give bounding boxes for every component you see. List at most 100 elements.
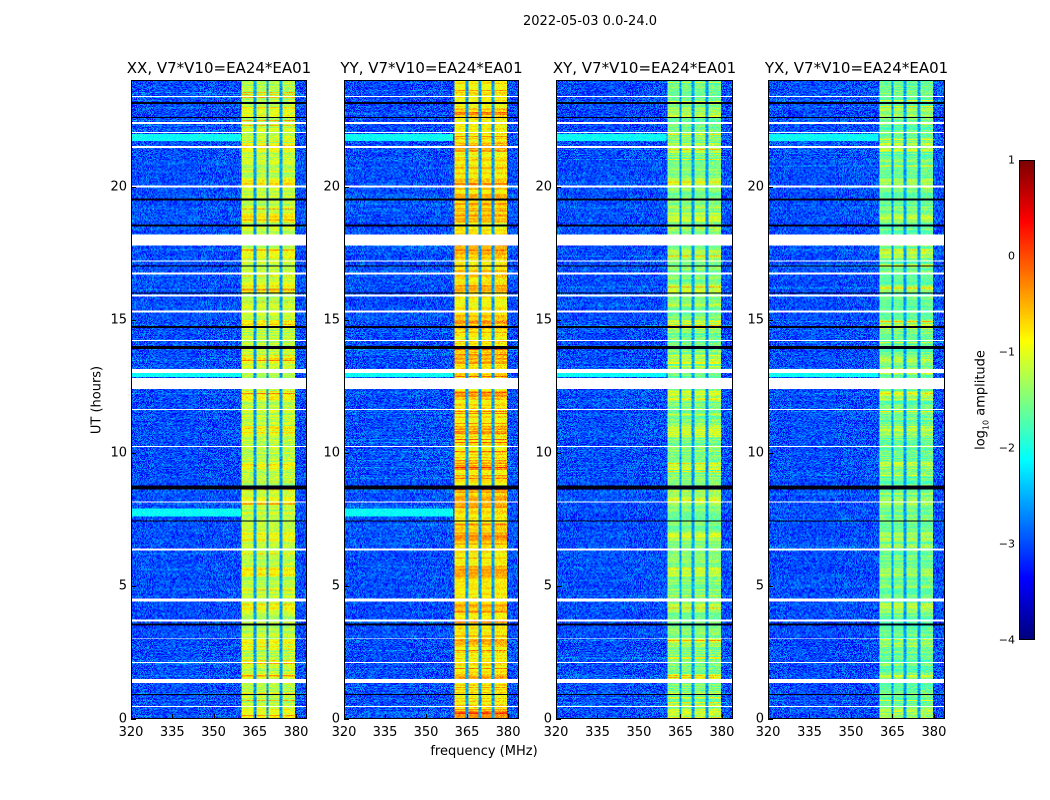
colorbar-tick-label: −1 [998,345,1015,359]
y-tick-mark [768,719,773,720]
y-tick-label: 10 [535,445,552,461]
heatmap-panel [344,80,519,719]
y-tick-label: 10 [747,445,764,461]
heatmap-panel [768,80,945,719]
x-tick-mark [638,714,640,719]
panel-title: YY, V7*V10=EA24*EA01 [340,59,523,77]
x-tick-label: 380 [283,725,309,740]
y-tick-mark [344,186,349,188]
x-tick-mark [467,714,469,719]
y-tick-mark [556,585,561,587]
x-tick-mark [892,714,894,719]
y-tick-label: 5 [755,578,764,594]
y-tick-mark [768,452,773,454]
y-tick-label: 0 [331,711,340,727]
heatmap-image [557,81,732,718]
y-tick-mark [344,719,349,720]
y-tick-label: 20 [323,179,340,194]
x-tick-label: 380 [921,725,947,740]
y-tick-mark [556,319,561,321]
heatmap-panel [556,80,733,719]
y-tick-label: 0 [543,711,552,727]
x-tick-label: 350 [413,725,439,740]
x-tick-label: 320 [543,725,569,740]
x-tick-label: 365 [880,725,905,740]
y-tick-mark [344,452,349,454]
x-tick-label: 380 [709,725,735,740]
x-tick-label: 350 [838,725,864,740]
y-tick-label: 10 [110,445,127,461]
y-tick-label: 5 [118,578,127,594]
panel-title: XX, V7*V10=EA24*EA01 [126,59,312,77]
x-tick-label: 350 [626,725,652,740]
colorbar-tick-label: 1 [1008,153,1015,167]
y-tick-label: 20 [110,179,127,194]
x-tick-mark [556,714,557,719]
x-tick-mark [213,714,215,719]
y-tick-mark [344,585,349,587]
y-tick-label: 15 [110,312,127,328]
y-tick-label: 0 [118,711,127,727]
x-tick-label: 365 [454,725,480,740]
y-tick-mark [768,319,773,321]
x-tick-label: 320 [118,725,144,740]
figure-title: 2022-05-03 0.0-24.0 [523,14,657,29]
colorbar-tick-label: 0 [1008,249,1015,263]
y-tick-label: 15 [323,312,340,328]
x-tick-mark [809,714,811,719]
heatmap-image [769,81,944,718]
colorbar [1019,160,1035,640]
x-tick-label: 335 [585,725,610,740]
x-tick-label: 335 [159,725,185,740]
x-tick-label: 365 [242,725,268,740]
x-tick-label: 320 [755,725,781,740]
x-tick-mark [597,714,599,719]
y-tick-mark [131,452,136,454]
y-tick-mark [131,319,136,321]
y-axis-label: UT (hours) [89,365,105,435]
x-tick-mark [933,714,935,719]
panel-title: YX, V7*V10=EA24*EA01 [764,59,949,77]
y-tick-mark [768,186,773,188]
x-tick-label: 320 [331,725,357,740]
x-tick-label: 335 [372,725,398,740]
x-tick-mark [850,714,852,719]
y-tick-mark [556,186,561,188]
heatmap-image [345,81,518,718]
y-tick-mark [131,186,136,188]
y-tick-label: 10 [323,445,340,461]
y-tick-mark [556,452,561,454]
y-tick-label: 15 [747,312,764,328]
y-tick-label: 20 [535,179,552,194]
y-tick-label: 5 [331,578,340,594]
x-tick-mark [721,714,723,719]
x-tick-mark [131,714,132,719]
y-tick-mark [768,585,773,587]
x-tick-mark [385,714,387,719]
colorbar-tick-label: −4 [998,633,1015,647]
y-tick-mark [131,719,136,720]
x-tick-mark [426,714,428,719]
colorbar-label: log10 amplitude [973,350,991,450]
y-tick-label: 20 [747,179,764,194]
x-tick-mark [172,714,174,719]
y-tick-label: 5 [543,578,552,594]
x-tick-label: 365 [668,725,693,740]
y-tick-label: 0 [755,711,764,727]
colorbar-tick-label: −3 [998,537,1015,551]
x-axis-label: frequency (MHz) [430,744,538,759]
panel-title: XY, V7*V10=EA24*EA01 [552,59,737,77]
x-tick-mark [768,714,769,719]
x-tick-label: 380 [495,725,521,740]
y-tick-mark [556,719,561,720]
x-tick-mark [296,714,297,719]
y-tick-mark [344,319,349,321]
x-tick-mark [508,714,510,719]
x-tick-mark [680,714,682,719]
y-tick-label: 15 [535,312,552,328]
x-tick-label: 350 [201,725,226,740]
x-tick-label: 335 [797,725,822,740]
y-tick-mark [131,585,136,587]
heatmap-image [132,81,306,718]
x-tick-mark [254,714,256,719]
